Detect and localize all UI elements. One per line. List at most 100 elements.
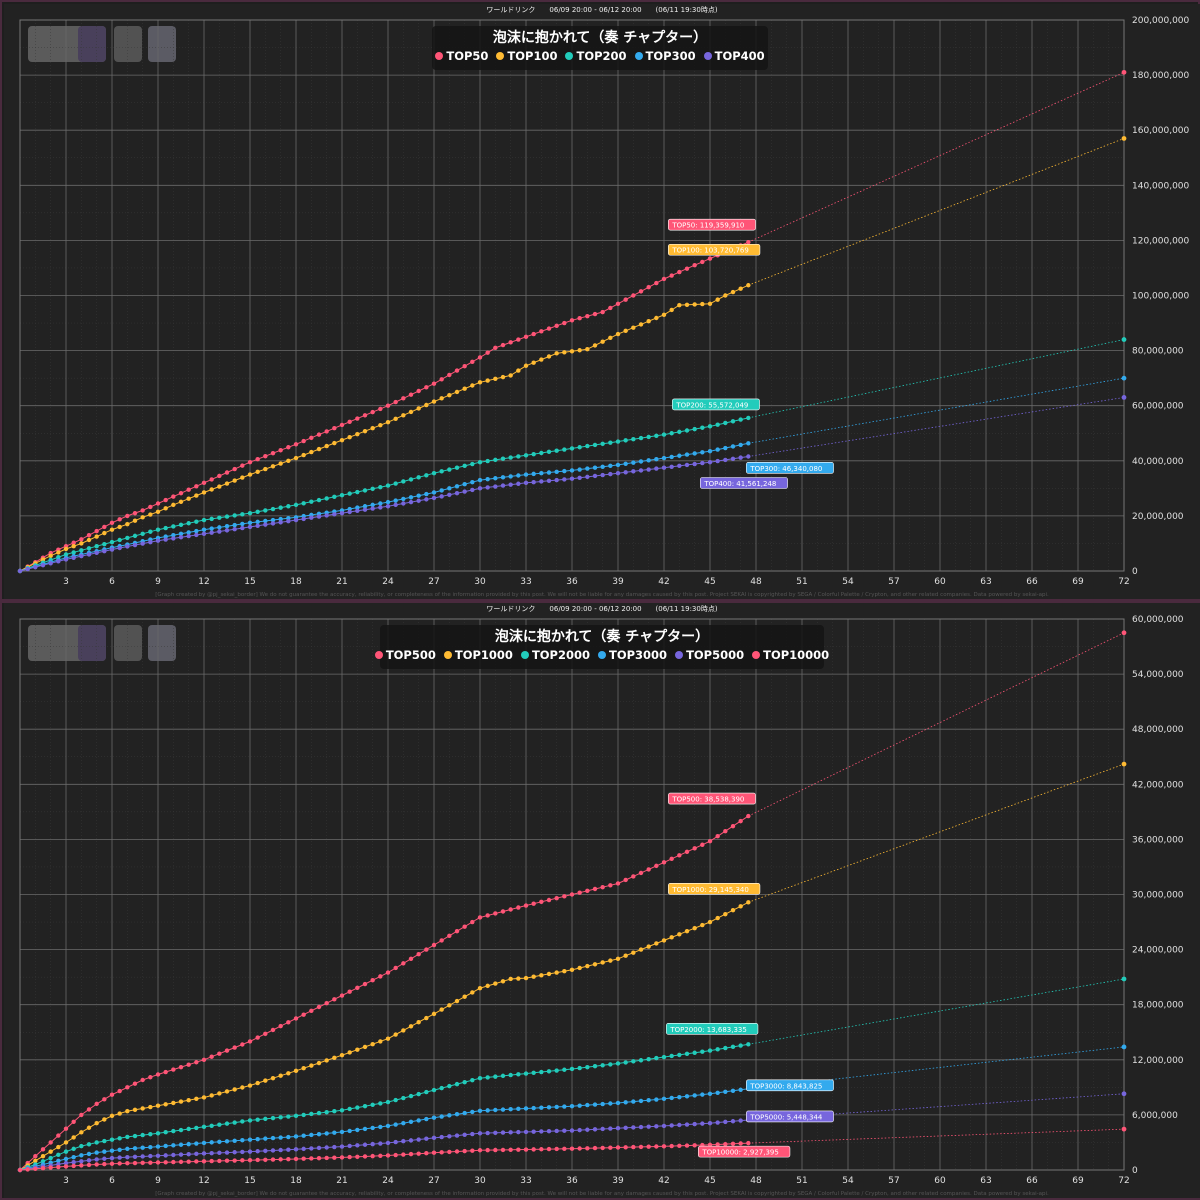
series-line [19,815,749,1171]
data-point [148,1144,153,1150]
data-point [638,459,644,464]
data-point [746,813,751,819]
data-point [362,428,368,434]
data-point [378,406,383,412]
data-point [94,1157,99,1162]
data-point [554,970,559,975]
data-point [531,901,536,906]
data-point [224,528,230,533]
data-point [155,1131,161,1136]
legend-item-top50[interactable]: TOP50 [435,48,488,64]
data-point [723,420,728,426]
data-point [470,461,475,467]
value-label: TOP400: 41,561,248 [700,477,788,489]
data-point [263,1116,268,1122]
data-point [355,1154,360,1159]
data-point [362,507,368,512]
x-tick-label: 21 [336,577,347,587]
legend-item-top10000[interactable]: TOP10000 [752,647,829,663]
legend-item-top3000[interactable]: TOP3000 [598,647,667,663]
y-tick-label: 36,000,000 [1132,835,1184,845]
data-point [109,527,115,532]
data-point [615,462,621,468]
data-point [654,1124,659,1129]
series-TOP200: TOP200: 55,572,049 [17,337,1127,574]
legend-item-top300[interactable]: TOP300 [634,48,696,64]
data-point [615,881,621,886]
data-point [309,1111,314,1117]
data-point [286,445,291,450]
data-point [508,482,513,487]
data-point [646,1056,651,1062]
x-tick-label: 15 [244,577,255,587]
data-point [454,465,460,470]
data-point [355,431,360,437]
data-point [554,351,559,356]
data-point [615,301,621,306]
data-point [240,1085,245,1090]
data-point [493,981,498,986]
data-point [194,528,199,534]
data-point [523,453,529,458]
data-point [684,849,690,854]
data-point [477,1131,483,1136]
y-tick-label: 18,000,000 [1132,1001,1184,1011]
data-point [416,498,421,503]
data-point [523,363,529,368]
data-point [71,1119,76,1124]
data-point [117,517,122,522]
data-point [332,1109,337,1114]
y-tick-label: 160,000,000 [1132,126,1190,136]
data-point [723,1089,728,1094]
data-point [608,463,613,469]
data-point [255,519,260,525]
legend-item-top400[interactable]: TOP400 [703,48,765,64]
data-point [362,413,368,418]
data-point [569,1128,575,1133]
legend-item-top500[interactable]: TOP500 [374,647,436,663]
data-point [431,1135,437,1141]
data-point [86,1142,92,1147]
data-point [470,919,475,925]
data-point [585,313,590,319]
data-point [447,1134,452,1139]
data-point [71,1135,76,1140]
legend-item-top200[interactable]: TOP200 [565,48,627,64]
data-point [140,1145,145,1150]
data-point [477,985,483,991]
projection-point [1121,1126,1127,1132]
data-point [209,526,214,531]
data-point [493,476,498,481]
data-point [684,1094,690,1099]
legend-item-top5000[interactable]: TOP5000 [675,647,744,663]
value-label: TOP10000: 2,927,395 [698,1145,791,1158]
data-point [56,1144,61,1150]
data-point [746,454,751,459]
legend-item-top2000[interactable]: TOP2000 [520,647,590,663]
data-point [539,1105,544,1110]
data-point [324,1058,329,1063]
data-point [723,1045,728,1051]
data-point [454,484,460,489]
data-point [723,1141,728,1147]
data-point [378,505,383,510]
data-point [401,1028,406,1033]
legend-item-top1000[interactable]: TOP1000 [443,647,513,663]
data-point [508,340,513,345]
data-point [332,494,337,500]
data-point [79,1143,84,1149]
legend-item-top100[interactable]: TOP100 [496,48,557,64]
data-point [730,444,736,449]
data-point [40,1159,46,1164]
data-point [224,1139,230,1144]
data-point [117,537,122,543]
projection-line [748,978,1125,1045]
data-point [470,990,475,995]
legend-dot-icon [520,651,529,659]
data-point [155,1160,161,1165]
data-point [493,1147,498,1153]
data-point [431,942,437,948]
data-point [94,1150,99,1155]
data-point [592,962,598,967]
data-point [255,1136,260,1142]
